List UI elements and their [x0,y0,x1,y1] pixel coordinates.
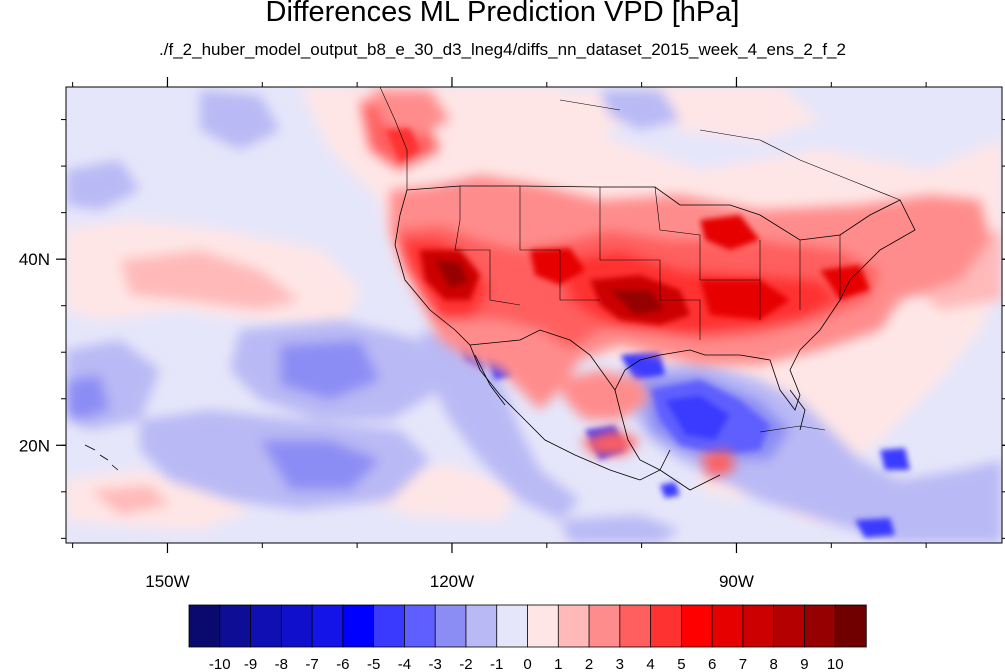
us-west-coastline [394,189,471,346]
colorbar-labels: -10 -9 -8 -7 -6 -5 -4 -3 -2 -1 0 1 2 3 4 5 6 7 8 9 10 [209,656,844,672]
colorbar-label: -5 [367,656,380,672]
us-state-borders [454,186,841,340]
colorbar-swatch [834,604,867,648]
colorbar-label: -8 [275,656,288,672]
colorbar-label: 2 [585,656,593,672]
colorbar-swatch [342,604,375,648]
cuba-coast [759,425,826,433]
mexico-pacific-coast [469,344,671,481]
colorbar: -10 -9 -8 -7 -6 -5 -4 -3 -2 -1 0 1 2 3 4 5 6 7 8 9 10 [188,604,867,672]
axis-ticks: 150W 120W 90W 40N 20N [19,77,1005,591]
colorbar-label: 4 [646,656,654,672]
lon-tick-label: 150W [145,572,189,591]
colorbar-label: -1 [490,656,503,672]
colorbar-swatch [680,604,713,648]
mexico-gulf-coast [627,439,661,471]
colorbar-swatches [188,604,867,648]
florida-coast [789,389,806,431]
colorbar-swatch [311,604,344,648]
colorbar-swatch [188,604,221,648]
warm-peak-areas [385,128,870,325]
cool-strong-areas [460,335,910,538]
lat-tick-label: 20N [19,436,50,455]
colorbar-label: -7 [305,656,318,672]
colorbar-swatch [773,604,806,648]
colorbar-swatch [250,604,283,648]
colorbar-swatch [588,604,621,648]
colorbar-label: -6 [336,656,349,672]
us-mexico-border [469,329,616,391]
map-title: Differences ML Prediction VPD [hPa] [265,0,740,28]
colorbar-label: 5 [677,656,685,672]
us-border-and-east-coast [406,185,916,441]
map-subtitle: ./f_2_huber_model_output_b8_e_30_d3_lneg… [159,40,846,59]
colorbar-label: 6 [708,656,716,672]
colorbar-label: 7 [739,656,747,672]
canada-coastlines [379,87,901,201]
colorbar-swatch [711,604,744,648]
baja-peninsula [474,354,506,406]
colorbar-swatch [527,604,559,648]
colorbar-swatch [373,604,406,648]
difference-field [66,87,1002,543]
colorbar-swatch [465,604,498,648]
colorbar-swatch [496,604,529,648]
lon-tick-label: 90W [719,572,754,591]
colorbar-label: 8 [770,656,778,672]
colorbar-label: -3 [429,656,442,672]
colorbar-label: -10 [209,656,231,672]
central-america-coast [659,469,721,491]
colorbar-label: 3 [616,656,624,672]
colorbar-swatch [219,604,252,648]
colorbar-label: 10 [827,656,844,672]
colorbar-swatch [434,604,467,648]
colorbar-swatch [619,604,652,648]
colorbar-swatch [557,604,590,648]
colorbar-label: 9 [800,656,808,672]
map-frame [65,86,1003,544]
colorbar-label: -2 [459,656,472,672]
colorbar-swatch [742,604,775,648]
colorbar-label: 1 [554,656,562,672]
colorbar-label: -9 [244,656,257,672]
hawaii-coast [84,444,119,471]
colorbar-swatch [280,604,313,648]
colorbar-swatch [650,604,683,648]
boundaries [84,87,916,491]
lon-tick-label: 120W [430,572,474,591]
colorbar-label: -4 [398,656,411,672]
colorbar-swatch [404,604,436,648]
colorbar-swatch [804,604,836,648]
colorbar-label: 0 [523,656,531,672]
lat-tick-label: 40N [19,250,50,269]
